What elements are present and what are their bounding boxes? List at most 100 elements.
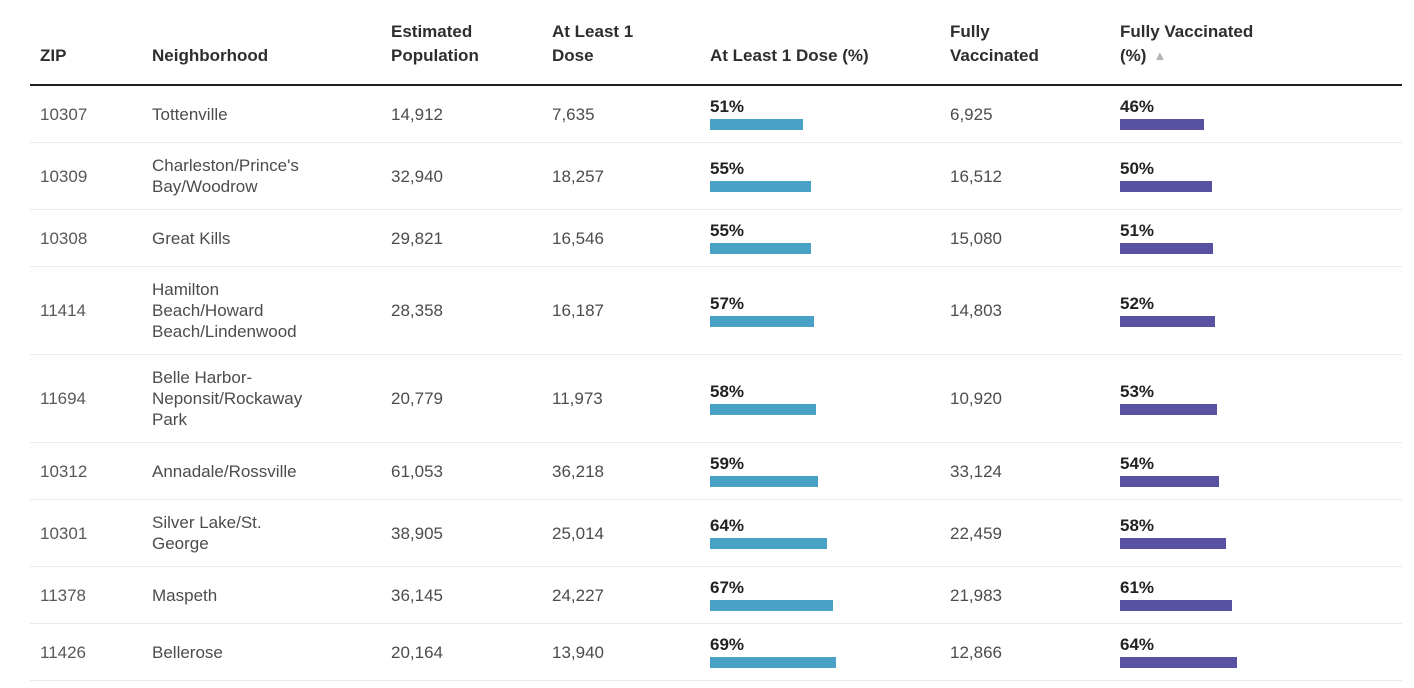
neighborhood-value: Charleston/Prince's Bay/Woodrow (152, 156, 299, 196)
dose1-pct-bar (710, 119, 804, 130)
dose1-value: 11,973 (552, 389, 603, 408)
table-row: 11697 Breezy Point 3,393 3,053 90% 2,823… (30, 680, 1402, 688)
zip-cell: 11426 (30, 623, 142, 681)
fully-pct-label: 54% (1120, 454, 1155, 473)
column-header-dose1-pct[interactable]: At Least 1 Dose (%) (700, 6, 940, 86)
fully-cell: 6,925 (940, 85, 1110, 143)
fully-cell: 14,803 (940, 266, 1110, 355)
dose1-value: 16,546 (552, 228, 604, 248)
zip-cell: 10301 (30, 499, 142, 567)
column-header-neighborhood[interactable]: Neighborhood (142, 6, 381, 86)
fully-pct-label: 46% (1120, 97, 1155, 116)
dose1-cell: 11,973 (542, 354, 700, 443)
dose1-cell: 13,940 (542, 623, 700, 681)
zip-value: 10309 (40, 166, 88, 186)
zip-cell: 10309 (30, 142, 142, 210)
dose1-cell: 7,635 (542, 85, 700, 143)
dose1-pct-bar (710, 181, 811, 192)
population-value: 20,164 (391, 642, 443, 662)
dose1-pct-label: 55% (710, 221, 745, 240)
fully-pct-bar (1120, 538, 1227, 549)
fully-pct-cell: 83% (1110, 680, 1402, 688)
fully-pct-label: 61% (1120, 578, 1155, 597)
fully-pct-cell: 58% (1110, 499, 1402, 567)
neighborhood-value: Annadale/Rossville (152, 461, 297, 481)
fully-cell: 16,512 (940, 142, 1110, 210)
column-header-population-label: Estimated Population (391, 22, 479, 65)
zip-cell: 10312 (30, 442, 142, 500)
column-header-fully[interactable]: Fully Vaccinated (940, 6, 1110, 86)
table-row: 10308 Great Kills 29,821 16,546 55% 15,0… (30, 209, 1402, 267)
dose1-pct-cell: 57% (700, 266, 940, 355)
column-header-dose1[interactable]: At Least 1 Dose (542, 6, 700, 86)
fully-cell: 22,459 (940, 499, 1110, 567)
dose1-cell: 3,053 (542, 680, 700, 688)
zip-cell: 11378 (30, 566, 142, 624)
dose1-value: 7,635 (552, 104, 595, 124)
fully-pct-bar (1120, 657, 1238, 668)
fully-pct-label: 50% (1120, 159, 1155, 178)
zip-value: 10308 (40, 228, 88, 248)
dose1-pct-label: 64% (710, 516, 745, 535)
population-cell: 29,821 (381, 209, 542, 267)
fully-pct-bar (1120, 315, 1216, 327)
population-cell: 20,164 (381, 623, 542, 681)
dose1-value: 36,218 (552, 461, 604, 481)
dose1-value: 18,257 (552, 166, 604, 186)
column-header-dose1-label: At Least 1 Dose (552, 22, 634, 65)
header-row: ZIP Neighborhood Estimated Population At… (30, 6, 1402, 86)
population-cell: 20,779 (381, 354, 542, 443)
fully-pct-cell: 51% (1110, 209, 1402, 267)
population-cell: 3,393 (381, 680, 542, 688)
table-row: 10307 Tottenville 14,912 7,635 51% 6,925… (30, 85, 1402, 143)
zip-cell: 11697 (30, 680, 142, 688)
fully-pct-label: 52% (1120, 293, 1155, 313)
dose1-pct-bar (710, 600, 833, 611)
table-row: 10312 Annadale/Rossville 61,053 36,218 5… (30, 442, 1402, 500)
population-value: 38,905 (391, 523, 443, 543)
neighborhood-cell: Maspeth (142, 566, 381, 624)
dose1-cell: 24,227 (542, 566, 700, 624)
neighborhood-value: Tottenville (152, 104, 228, 124)
column-header-population[interactable]: Estimated Population (381, 6, 542, 86)
vaccination-table: ZIP Neighborhood Estimated Population At… (30, 6, 1402, 688)
dose1-pct-bar (710, 657, 837, 668)
dose1-cell: 36,218 (542, 442, 700, 500)
zip-value: 11414 (40, 301, 87, 320)
table-body: 10307 Tottenville 14,912 7,635 51% 6,925… (30, 85, 1402, 688)
fully-value: 12,866 (950, 642, 1002, 662)
dose1-pct-label: 55% (710, 159, 745, 178)
table-row: 11426 Bellerose 20,164 13,940 69% 12,866… (30, 623, 1402, 681)
fully-pct-bar (1120, 476, 1219, 487)
zip-value: 11426 (40, 642, 87, 662)
fully-pct-cell: 54% (1110, 442, 1402, 500)
dose1-value: 24,227 (552, 585, 604, 605)
zip-value: 10307 (40, 104, 88, 124)
fully-value: 16,512 (950, 166, 1002, 186)
zip-value: 11378 (40, 585, 87, 605)
fully-pct-bar (1120, 181, 1212, 192)
table-row: 11378 Maspeth 36,145 24,227 67% 21,983 6… (30, 566, 1402, 624)
neighborhood-value: Silver Lake/St. George (152, 513, 262, 553)
dose1-cell: 18,257 (542, 142, 700, 210)
dose1-pct-bar (710, 315, 815, 327)
column-header-zip[interactable]: ZIP (30, 6, 142, 86)
fully-value: 14,803 (950, 301, 1002, 320)
dose1-pct-cell: 51% (700, 85, 940, 143)
zip-cell: 10308 (30, 209, 142, 267)
fully-value: 33,124 (950, 461, 1002, 481)
fully-pct-cell: 53% (1110, 354, 1402, 443)
sort-ascending-icon[interactable]: ▲ (1153, 48, 1167, 63)
table-header: ZIP Neighborhood Estimated Population At… (30, 6, 1402, 86)
dose1-pct-label: 51% (710, 97, 745, 116)
dose1-pct-bar (710, 403, 817, 415)
dose1-cell: 25,014 (542, 499, 700, 567)
column-header-fully-pct[interactable]: Fully Vaccinated (%) ▲ (1110, 6, 1402, 86)
fully-pct-bar (1120, 119, 1205, 130)
fully-cell: 33,124 (940, 442, 1110, 500)
fully-cell: 10,920 (940, 354, 1110, 443)
dose1-pct-cell: 90% (700, 680, 940, 688)
fully-cell: 2,823 (940, 680, 1110, 688)
fully-value: 10,920 (950, 389, 1002, 408)
population-cell: 38,905 (381, 499, 542, 567)
